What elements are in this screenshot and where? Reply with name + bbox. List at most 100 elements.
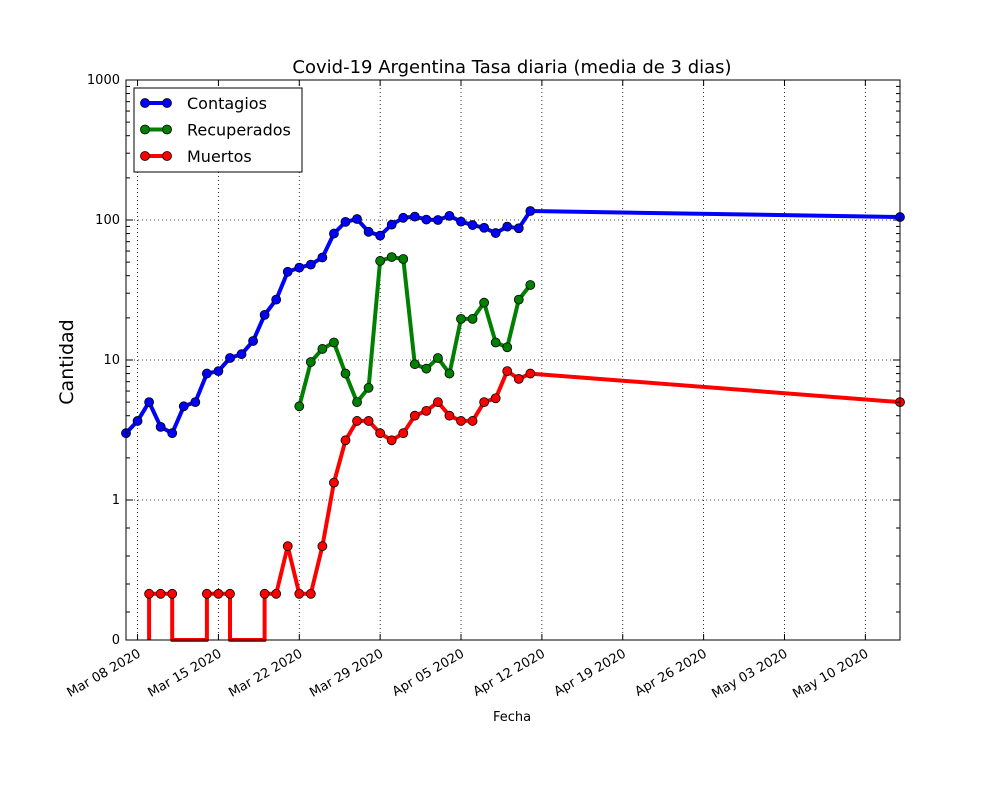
x-tick-label: Mar 15 2020 (146, 646, 225, 700)
data-point-muertos (271, 588, 282, 599)
y-tick-label: 0 (112, 633, 120, 648)
data-point-contagios (421, 214, 432, 225)
data-point-contagios (271, 294, 282, 305)
data-point-contagios (467, 220, 478, 230)
data-point-contagios (340, 216, 351, 227)
data-point-recuperados (352, 397, 362, 408)
data-point-recuperados (513, 294, 524, 305)
data-point-recuperados (305, 357, 316, 367)
data-point-recuperados (421, 363, 432, 374)
data-point-muertos (282, 541, 293, 552)
data-point-contagios (375, 230, 386, 241)
data-point-muertos (479, 397, 490, 408)
legend-label-contagios: Contagios (187, 94, 267, 113)
data-point-contagios (444, 210, 455, 221)
data-point-muertos (398, 428, 409, 439)
data-point-muertos (144, 588, 155, 599)
data-point-muertos (409, 410, 420, 421)
legend-marker-contagios (162, 98, 172, 108)
data-point-muertos (433, 397, 443, 408)
data-point-contagios (144, 397, 155, 408)
data-point-contagios (502, 221, 513, 232)
data-point-contagios (190, 397, 201, 408)
plot-area (121, 206, 905, 642)
data-point-contagios (386, 219, 397, 230)
data-point-contagios (490, 228, 501, 238)
data-point-recuperados (294, 401, 305, 412)
data-point-muertos (421, 405, 432, 416)
data-point-muertos (386, 435, 397, 446)
data-point-recuperados (329, 337, 339, 348)
x-tick-label: Mar 22 2020 (226, 646, 305, 700)
series-line-recuperados (297, 255, 532, 407)
data-point-recuperados (444, 368, 455, 379)
data-point-muertos (155, 588, 166, 599)
data-point-muertos (363, 416, 374, 426)
data-point-recuperados (317, 344, 328, 354)
data-point-muertos (294, 588, 305, 599)
data-point-contagios (236, 349, 247, 360)
x-tick-label: Apr 12 2020 (471, 646, 548, 699)
data-point-contagios (294, 262, 305, 273)
data-point-contagios (305, 259, 316, 270)
data-point-contagios (352, 214, 362, 224)
data-point-contagios (317, 252, 328, 263)
data-point-contagios (167, 428, 178, 439)
y-tick-label: 1000 (87, 73, 120, 88)
data-point-contagios (409, 211, 420, 222)
data-point-contagios (479, 222, 490, 233)
data-point-recuperados (467, 313, 478, 324)
data-point-recuperados (398, 254, 409, 264)
x-tick-label: May 10 2020 (790, 646, 871, 701)
series-line-muertos (147, 369, 901, 642)
data-point-muertos (456, 416, 466, 426)
data-point-contagios (525, 206, 536, 216)
legend-marker-recuperados (140, 124, 150, 135)
data-point-muertos (502, 366, 513, 377)
data-point-contagios (225, 353, 235, 363)
data-point-contagios (456, 216, 466, 227)
data-point-muertos (225, 588, 235, 599)
data-point-recuperados (490, 337, 501, 348)
data-point-recuperados (340, 368, 351, 379)
x-tick-label: Apr 19 2020 (552, 646, 629, 699)
data-point-contagios (259, 309, 270, 320)
data-point-contagios (363, 226, 374, 237)
data-point-recuperados (433, 353, 443, 363)
x-tick-label: Apr 05 2020 (390, 646, 467, 699)
data-point-muertos (259, 588, 270, 599)
y-tick-label: 1 (112, 493, 120, 508)
data-point-contagios (155, 421, 166, 432)
data-point-muertos (513, 373, 524, 384)
legend-marker-recuperados (162, 124, 172, 135)
data-point-contagios (329, 228, 339, 239)
data-point-contagios (433, 215, 443, 225)
data-point-recuperados (502, 342, 513, 353)
data-point-recuperados (456, 313, 466, 324)
data-point-contagios (513, 223, 524, 234)
data-point-muertos (329, 477, 339, 488)
y-tick-label: 100 (95, 213, 120, 228)
data-point-contagios (213, 366, 224, 377)
data-point-muertos (352, 416, 362, 426)
x-axis-label: Fecha (493, 710, 531, 725)
legend-marker-contagios (140, 98, 150, 108)
data-point-contagios (178, 401, 189, 412)
data-point-muertos (467, 416, 478, 426)
data-point-muertos (525, 368, 536, 379)
legend-label-muertos: Muertos (187, 147, 252, 166)
data-point-contagios (282, 266, 293, 277)
data-point-recuperados (386, 252, 397, 262)
series-recuperados (294, 252, 536, 412)
data-point-muertos (490, 393, 501, 404)
data-point-muertos (340, 435, 351, 446)
legend: Contagios Recuperados Muertos (133, 87, 303, 173)
legend-marker-muertos (140, 151, 150, 161)
data-point-muertos (167, 588, 178, 599)
series-contagios (121, 206, 905, 439)
data-point-muertos (305, 588, 316, 599)
data-point-recuperados (525, 280, 536, 290)
data-point-recuperados (409, 359, 420, 370)
